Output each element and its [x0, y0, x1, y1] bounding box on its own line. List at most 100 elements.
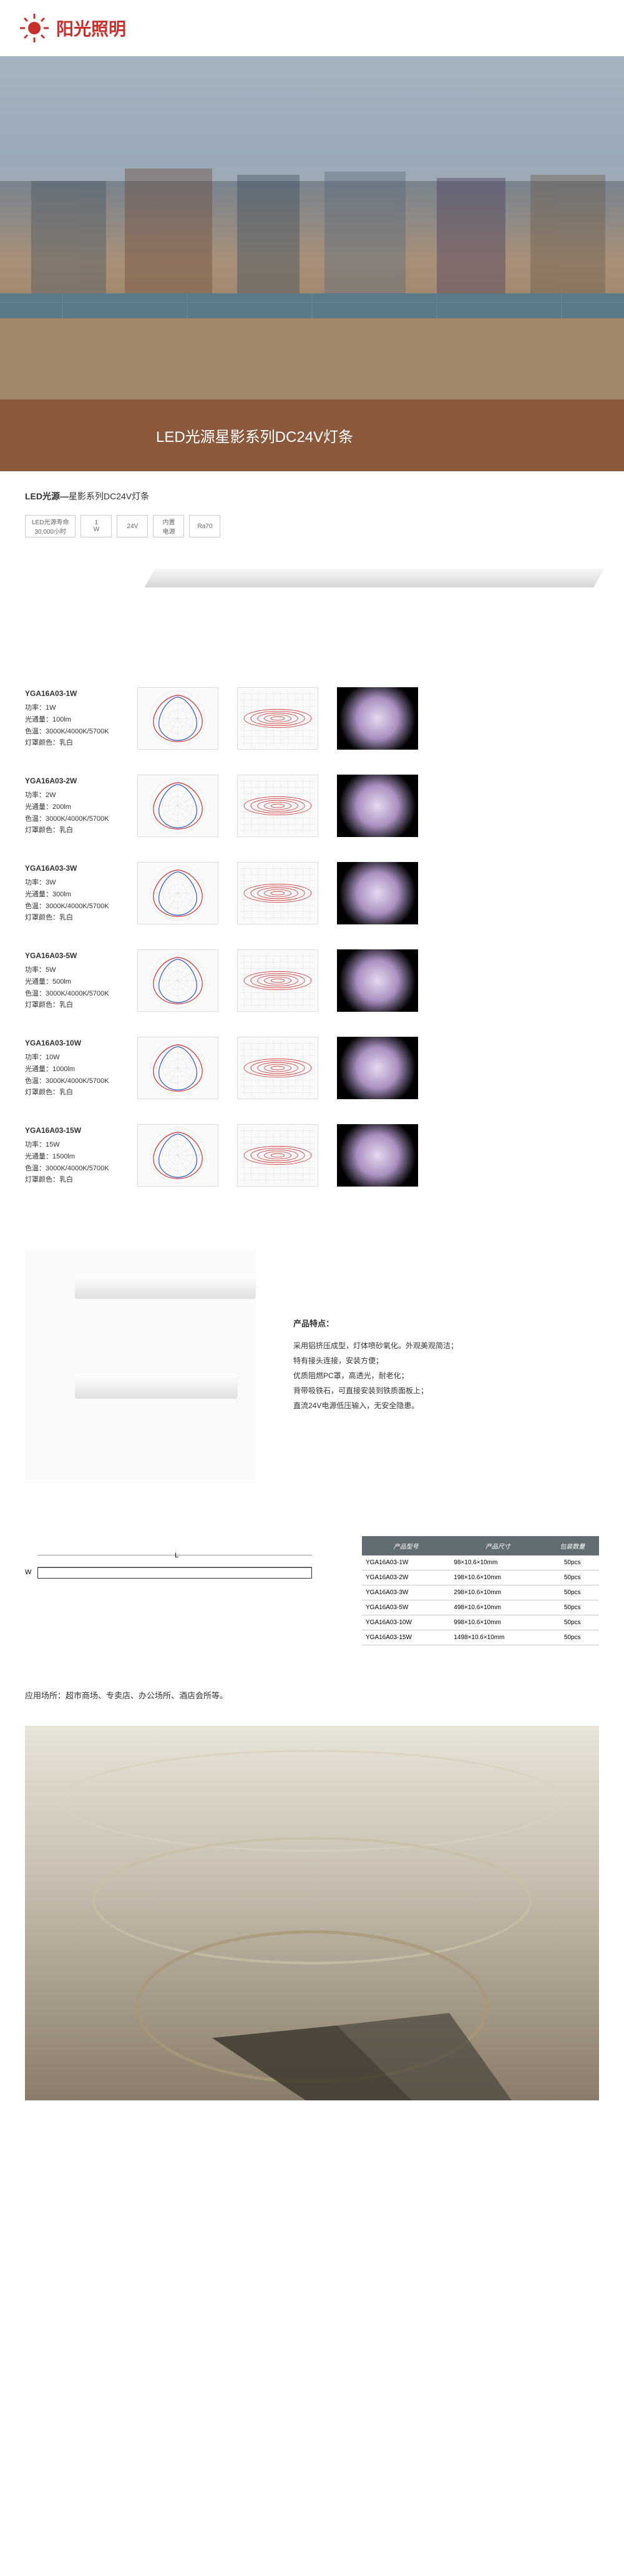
- spec-badge: 24V: [117, 515, 148, 537]
- table-cell: 198×10.6×10mm: [450, 1570, 545, 1585]
- table-cell: 50pcs: [545, 1600, 599, 1615]
- table-cell: YGA16A03-5W: [362, 1600, 450, 1615]
- variant-row: YGA16A03-5W 功率：5W 光通量：500lm 色温：3000K/400…: [25, 949, 599, 1012]
- header: 阳光照明: [0, 0, 624, 56]
- table-cell: 98×10.6×10mm: [450, 1555, 545, 1570]
- variant-row: YGA16A03-2W 功率：2W 光通量：200lm 色温：3000K/400…: [25, 775, 599, 837]
- beam-photo: [337, 949, 418, 1012]
- variant-cover: 灯罩颜色：乳白: [25, 825, 119, 836]
- variant-power: 功率：5W: [25, 964, 119, 976]
- feature-line: 特有接头连接，安装方便；: [293, 1353, 599, 1368]
- table-cell: YGA16A03-10W: [362, 1615, 450, 1630]
- variant-info: YGA16A03-1W 功率：1W 光通量：100lm 色温：3000K/400…: [25, 687, 119, 749]
- spec-badge: Ra70: [189, 515, 220, 537]
- table-cell: 1498×10.6×10mm: [450, 1630, 545, 1645]
- variant-row: YGA16A03-15W 功率：15W 光通量：1500lm 色温：3000K/…: [25, 1124, 599, 1187]
- page-title: LED光源星影系列DC24V灯条: [156, 429, 353, 446]
- variant-info: YGA16A03-5W 功率：5W 光通量：500lm 色温：3000K/400…: [25, 949, 119, 1011]
- iso-illuminance-chart: [237, 775, 318, 837]
- variant-model: YGA16A03-5W: [25, 949, 119, 962]
- variant-model: YGA16A03-3W: [25, 862, 119, 874]
- variant-row: YGA16A03-10W 功率：10W 光通量：1000lm 色温：3000K/…: [25, 1037, 599, 1099]
- variant-model: YGA16A03-15W: [25, 1124, 119, 1137]
- variant-info: YGA16A03-15W 功率：15W 光通量：1500lm 色温：3000K/…: [25, 1124, 119, 1186]
- spec-badge: 内置电源: [153, 515, 184, 537]
- variant-power: 功率：3W: [25, 877, 119, 889]
- dimensions-table: 产品型号产品尺寸包装数量YGA16A03-1W98×10.6×10mm50pcs…: [362, 1536, 599, 1645]
- feature-product-image: [25, 1249, 256, 1480]
- variant-row: YGA16A03-3W 功率：3W 光通量：300lm 色温：3000K/400…: [25, 862, 599, 924]
- section-header: LED光源—星影系列DC24V灯条: [0, 471, 624, 509]
- beam-photo: [337, 862, 418, 924]
- table-cell: 498×10.6×10mm: [450, 1600, 545, 1615]
- beam-photo: [337, 1124, 418, 1187]
- variant-row: YGA16A03-1W 功率：1W 光通量：100lm 色温：3000K/400…: [25, 687, 599, 750]
- variant-model: YGA16A03-10W: [25, 1037, 119, 1049]
- variant-flux: 光通量：300lm: [25, 889, 119, 901]
- hero-image: [0, 56, 624, 399]
- dimensions-section: L W 产品型号产品尺寸包装数量YGA16A03-1W98×10.6×10mm5…: [0, 1499, 624, 1664]
- polar-distribution-chart: [137, 949, 218, 1012]
- table-cell: 50pcs: [545, 1630, 599, 1645]
- feature-line: 优质阻燃PC罩，高透光，耐老化；: [293, 1368, 599, 1383]
- table-cell: YGA16A03-2W: [362, 1570, 450, 1585]
- variant-cover: 灯罩颜色：乳白: [25, 999, 119, 1011]
- variant-cover: 灯罩颜色：乳白: [25, 1174, 119, 1186]
- beam-photo: [337, 687, 418, 750]
- variant-flux: 光通量：1000lm: [25, 1064, 119, 1075]
- polar-distribution-chart: [137, 775, 218, 837]
- table-row: YGA16A03-10W998×10.6×10mm50pcs: [362, 1615, 599, 1630]
- polar-distribution-chart: [137, 862, 218, 924]
- variants-section: YGA16A03-1W 功率：1W 光通量：100lm 色温：3000K/400…: [0, 687, 624, 1187]
- spec-badge: LED光源寿命30,000小时: [25, 515, 76, 537]
- table-cell: 998×10.6×10mm: [450, 1615, 545, 1630]
- polar-distribution-chart: [137, 1037, 218, 1099]
- variant-cct: 色温：3000K/4000K/5700K: [25, 901, 119, 913]
- variant-info: YGA16A03-2W 功率：2W 光通量：200lm 色温：3000K/400…: [25, 775, 119, 836]
- features-heading: 产品特点：: [293, 1316, 599, 1332]
- section-text: 星影系列DC24V灯条: [69, 491, 149, 501]
- variant-info: YGA16A03-10W 功率：10W 光通量：1000lm 色温：3000K/…: [25, 1037, 119, 1099]
- title-bar: LED光源星影系列DC24V灯条: [0, 399, 624, 471]
- variant-power: 功率：15W: [25, 1139, 119, 1151]
- variant-cct: 色温：3000K/4000K/5700K: [25, 1075, 119, 1087]
- polar-distribution-chart: [137, 1124, 218, 1187]
- spec-badge: 1W: [80, 515, 112, 537]
- table-row: YGA16A03-15W1498×10.6×10mm50pcs: [362, 1630, 599, 1645]
- application-text: 应用场所：超市商场、专卖店、办公场所、酒店会所等。: [0, 1664, 624, 1726]
- table-header: 产品尺寸: [450, 1536, 545, 1555]
- variant-flux: 光通量：100lm: [25, 714, 119, 726]
- application-image: [25, 1726, 599, 2100]
- variant-flux: 光通量：200lm: [25, 801, 119, 813]
- feature-line: 采用铝挤压成型，灯体喷砂氧化。外观美观简洁；: [293, 1338, 599, 1353]
- variant-cct: 色温：3000K/4000K/5700K: [25, 1163, 119, 1175]
- product-hero-image: [0, 550, 624, 687]
- iso-illuminance-chart: [237, 949, 318, 1012]
- table-cell: 50pcs: [545, 1555, 599, 1570]
- table-cell: YGA16A03-15W: [362, 1630, 450, 1645]
- dim-label-W: W: [25, 1569, 31, 1576]
- table-header: 产品型号: [362, 1536, 450, 1555]
- table-cell: 50pcs: [545, 1585, 599, 1600]
- variant-flux: 光通量：500lm: [25, 976, 119, 988]
- variant-cover: 灯罩颜色：乳白: [25, 1087, 119, 1099]
- variant-cct: 色温：3000K/4000K/5700K: [25, 726, 119, 738]
- variant-power: 功率：1W: [25, 702, 119, 714]
- table-cell: YGA16A03-1W: [362, 1555, 450, 1570]
- table-header: 包装数量: [545, 1536, 599, 1555]
- spec-badges: LED光源寿命30,000小时1W24V内置电源Ra70: [0, 509, 624, 550]
- table-cell: 50pcs: [545, 1615, 599, 1630]
- variant-model: YGA16A03-1W: [25, 687, 119, 700]
- feature-line: 背带吸铁石，可直接安装到铁质面板上；: [293, 1383, 599, 1398]
- iso-illuminance-chart: [237, 1124, 318, 1187]
- variant-cct: 色温：3000K/4000K/5700K: [25, 813, 119, 825]
- feature-line: 直流24V电源低压输入，无安全隐患。: [293, 1398, 599, 1413]
- variant-flux: 光通量：1500lm: [25, 1151, 119, 1163]
- table-cell: 298×10.6×10mm: [450, 1585, 545, 1600]
- variant-cct: 色温：3000K/4000K/5700K: [25, 988, 119, 1000]
- variant-model: YGA16A03-2W: [25, 775, 119, 787]
- beam-photo: [337, 775, 418, 837]
- feature-text: 产品特点： 采用铝挤压成型，灯体喷砂氧化。外观美观简洁；特有接头连接，安装方便；…: [293, 1316, 599, 1413]
- variant-cover: 灯罩颜色：乳白: [25, 912, 119, 924]
- iso-illuminance-chart: [237, 862, 318, 924]
